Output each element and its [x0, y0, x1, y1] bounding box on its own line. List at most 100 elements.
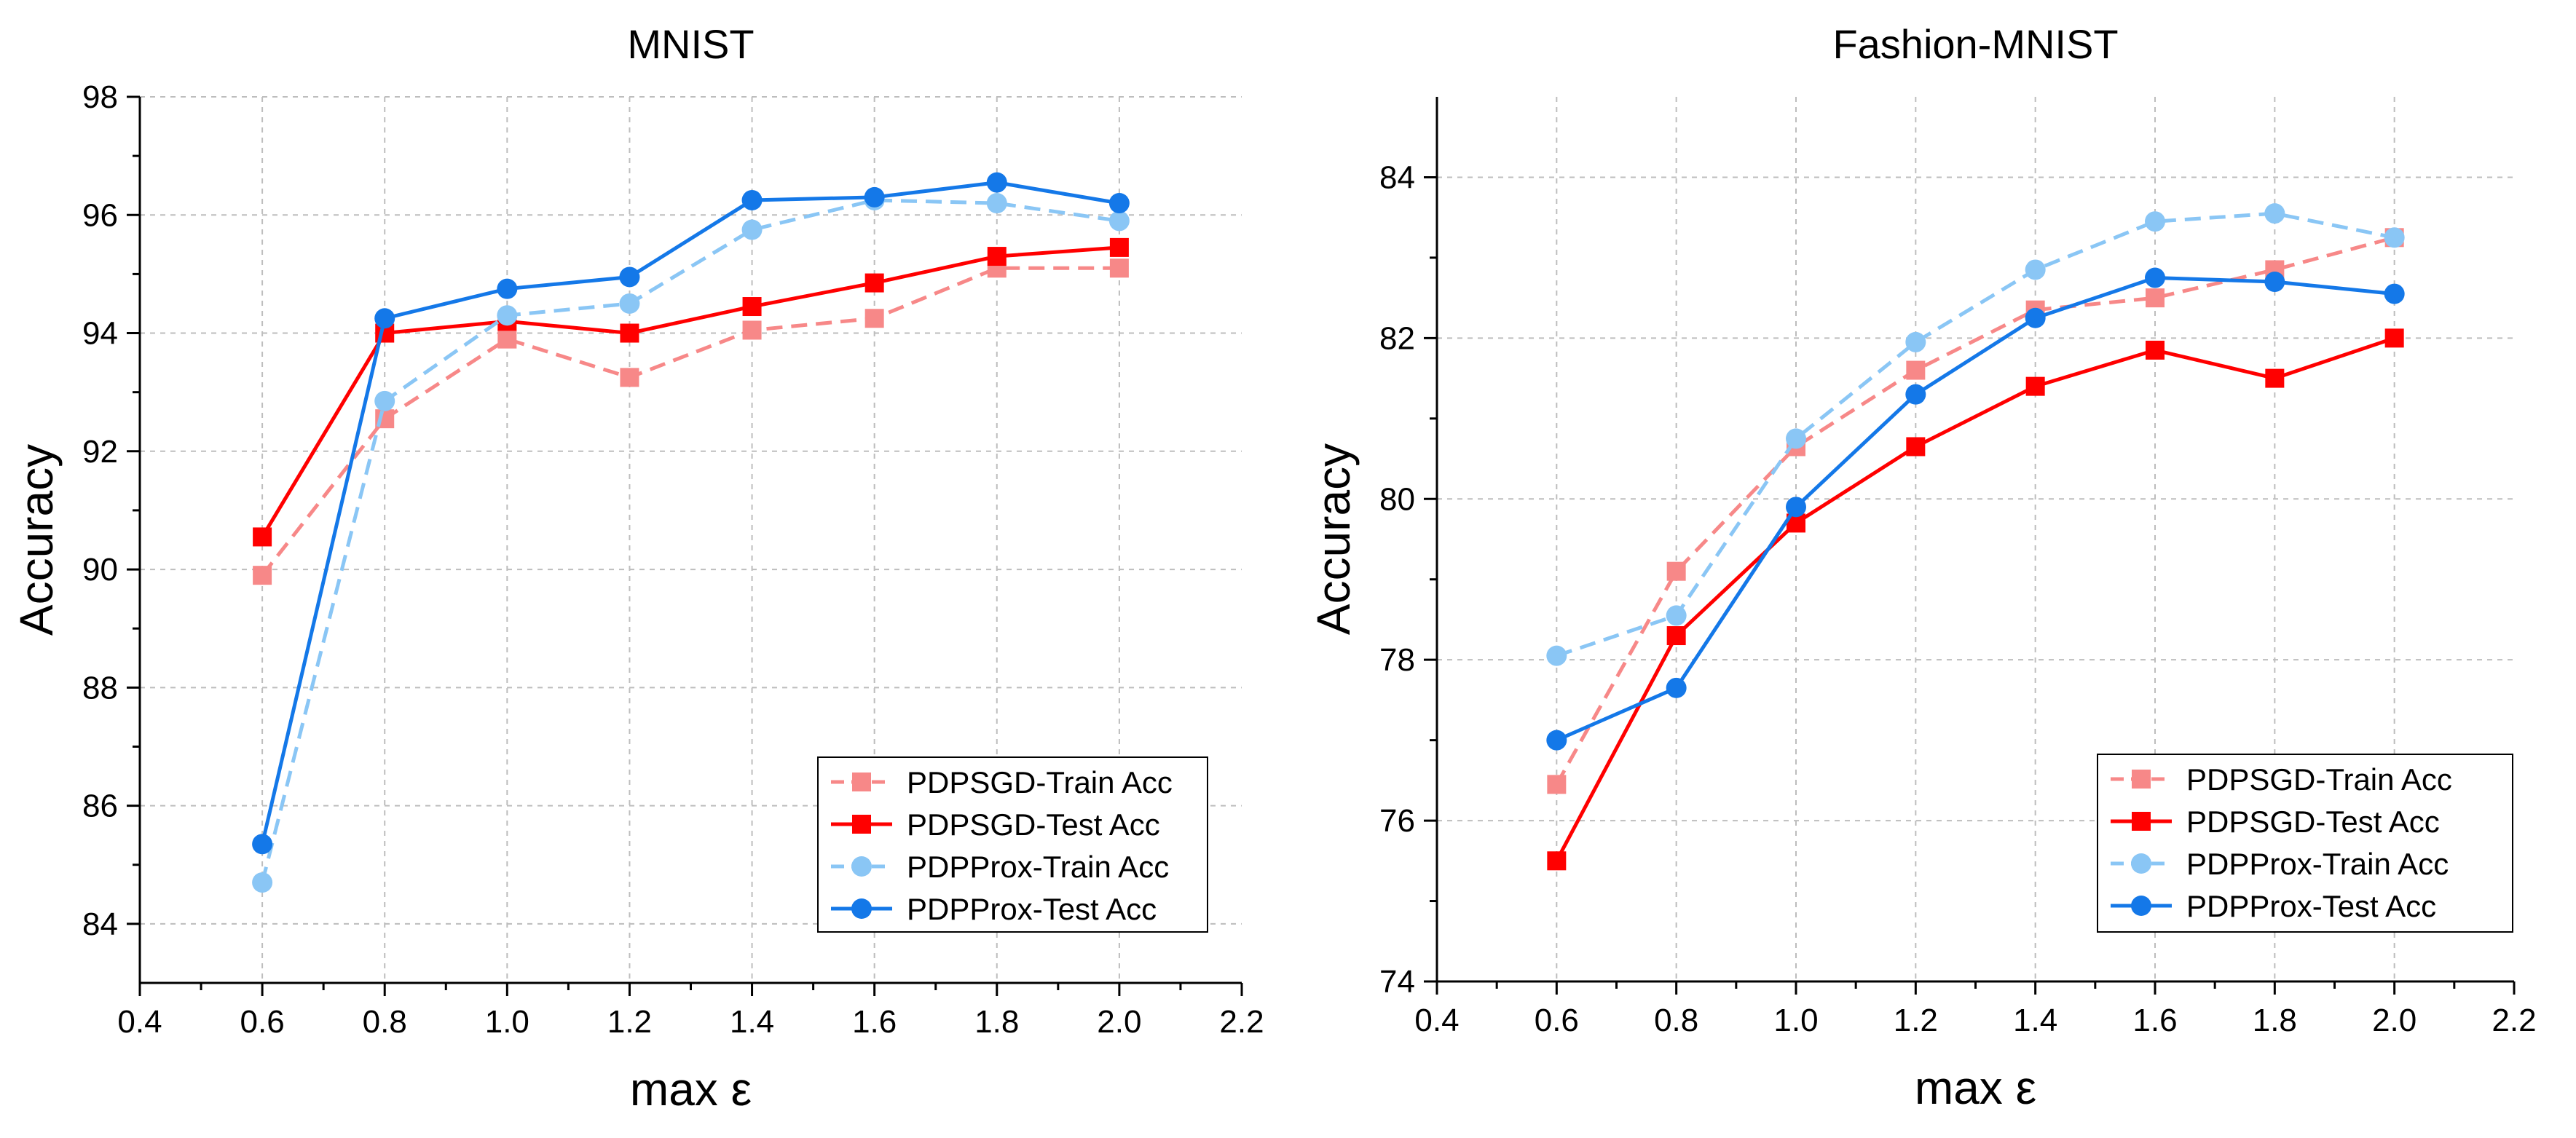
data-point-square: [497, 329, 517, 349]
data-point-square: [987, 247, 1007, 266]
data-point-square: [253, 527, 272, 547]
data-point-square: [1109, 237, 1129, 257]
data-point-square: [742, 320, 762, 340]
legend-label-2: PDPSGD-Test Acc: [907, 807, 1160, 842]
data-point-circle: [986, 172, 1007, 193]
data-point-circle: [1786, 497, 1806, 518]
data-point-circle: [2025, 259, 2046, 280]
data-point-circle: [252, 834, 273, 855]
x-tick-label: 1.8: [2253, 1003, 2297, 1038]
legend: PDPSGD-Train Acc PDPSGD-Test Acc PDPProx-T…: [817, 756, 1208, 933]
data-point-circle: [864, 186, 885, 208]
data-point-circle: [1666, 677, 1687, 698]
data-point-square: [253, 566, 272, 585]
data-point-square: [2025, 376, 2045, 396]
data-point-circle: [374, 390, 395, 411]
y-tick-label: 86: [82, 789, 118, 824]
x-tick-label: 1.4: [730, 1004, 774, 1040]
y-axis-label: Accuracy: [1307, 443, 1360, 635]
x-tick-label: 2.2: [1219, 1004, 1264, 1040]
y-tick-label: 84: [1379, 159, 1415, 195]
x-tick-label: 2.0: [1097, 1004, 1141, 1040]
legend-label-3: PDPProx-Train Acc: [2186, 847, 2449, 881]
legend-marker-circle: [851, 856, 872, 877]
data-point-circle: [1108, 210, 1130, 232]
data-point-square: [1547, 851, 1567, 871]
data-point-square: [2146, 340, 2165, 360]
x-axis-label: max ε: [630, 1063, 752, 1115]
data-point-circle: [252, 872, 273, 893]
x-tick-label: 0.8: [1654, 1003, 1698, 1038]
y-axis-label: Accuracy: [10, 444, 63, 636]
x-tick-label: 1.4: [2013, 1003, 2057, 1038]
y-tick-label: 76: [1379, 803, 1415, 839]
data-point-square: [2384, 328, 2404, 348]
legend-box: [2097, 754, 2513, 933]
legend-marker-circle: [2131, 853, 2151, 874]
data-point-square: [864, 309, 884, 328]
chart-title: MNIST: [627, 21, 754, 67]
chart-panel-1: 0.4 0.6 0.8 1.0 1.2 1.4 1.6 1.8 2.0 2.2 84 86 88 90 92…: [10, 21, 1264, 1115]
x-tick-label: 2.2: [2492, 1003, 2536, 1038]
data-point-circle: [741, 219, 763, 240]
series-line-4: [260, 181, 1120, 845]
y-tick-label: 84: [82, 906, 118, 942]
x-tick-label: 0.4: [117, 1004, 162, 1040]
data-point-circle: [2264, 272, 2285, 293]
x-tick-label: 1.8: [974, 1004, 1019, 1040]
series-line-3: [260, 198, 1120, 883]
series-line-2: [1555, 336, 2395, 862]
x-tick-label: 0.8: [363, 1004, 407, 1040]
x-tick-label: 1.6: [2132, 1003, 2177, 1038]
legend-label-4: PDPProx-Test Acc: [907, 892, 1157, 926]
data-point-circle: [619, 266, 640, 288]
data-point-circle: [2384, 227, 2405, 248]
legend-label-1: PDPSGD-Train Acc: [907, 765, 1173, 799]
data-point-circle: [2264, 203, 2285, 224]
data-point-square: [1906, 437, 1926, 457]
y-tick-label: 82: [1379, 320, 1415, 356]
data-point-circle: [1905, 384, 1926, 405]
chart-panel-2: 0.4 0.6 0.8 1.0 1.2 1.4 1.6 1.8 2.0 2.2 74 76 78 80 82…: [1307, 21, 2537, 1114]
data-point-circle: [1108, 193, 1130, 214]
x-tick-label: 0.4: [1414, 1003, 1459, 1038]
x-tick-label: 1.0: [485, 1004, 529, 1040]
x-tick-label: 0.6: [1535, 1003, 1579, 1038]
series-line-4: [1556, 276, 2395, 742]
data-point-circle: [1546, 730, 1567, 751]
data-point-circle: [374, 308, 395, 329]
data-point-circle: [497, 305, 518, 326]
data-point-square: [1906, 360, 1926, 380]
legend-label-4: PDPProx-Test Acc: [2186, 889, 2436, 923]
legend-marker-square: [2132, 812, 2151, 831]
x-tick-label: 0.6: [240, 1004, 285, 1040]
x-tick-label: 1.6: [852, 1004, 897, 1040]
y-tick-label: 94: [82, 316, 118, 352]
legend: PDPSGD-Train Acc PDPSGD-Test Acc PDPProx-T…: [2097, 754, 2513, 933]
data-point-circle: [986, 193, 1007, 214]
y-tick-label: 90: [82, 552, 118, 588]
legend-marker-square: [2132, 770, 2151, 789]
data-point-square: [2265, 368, 2285, 388]
x-axis-label: max ε: [1915, 1062, 2036, 1114]
legend-label-3: PDPProx-Train Acc: [907, 850, 1169, 884]
y-tick-label: 74: [1379, 964, 1415, 1000]
x-tick-label: 2.0: [2372, 1003, 2417, 1038]
legend-box: [817, 756, 1208, 933]
data-point-circle: [619, 293, 640, 314]
data-point-circle: [1666, 605, 1687, 626]
data-point-square: [2146, 288, 2165, 308]
legend-label-1: PDPSGD-Train Acc: [2186, 762, 2452, 797]
data-point-circle: [2145, 211, 2165, 232]
data-point-circle: [1546, 645, 1567, 666]
x-tick-label: 1.2: [1894, 1003, 1938, 1038]
y-tick-label: 80: [1379, 481, 1415, 517]
legend-label-2: PDPSGD-Test Acc: [2186, 805, 2440, 839]
data-point-square: [1666, 561, 1686, 581]
data-point-circle: [2145, 267, 2165, 288]
x-tick-label: 1.0: [1773, 1003, 1818, 1038]
data-point-circle: [1786, 428, 1806, 449]
data-point-square: [1547, 775, 1567, 794]
data-point-circle: [2025, 307, 2046, 328]
